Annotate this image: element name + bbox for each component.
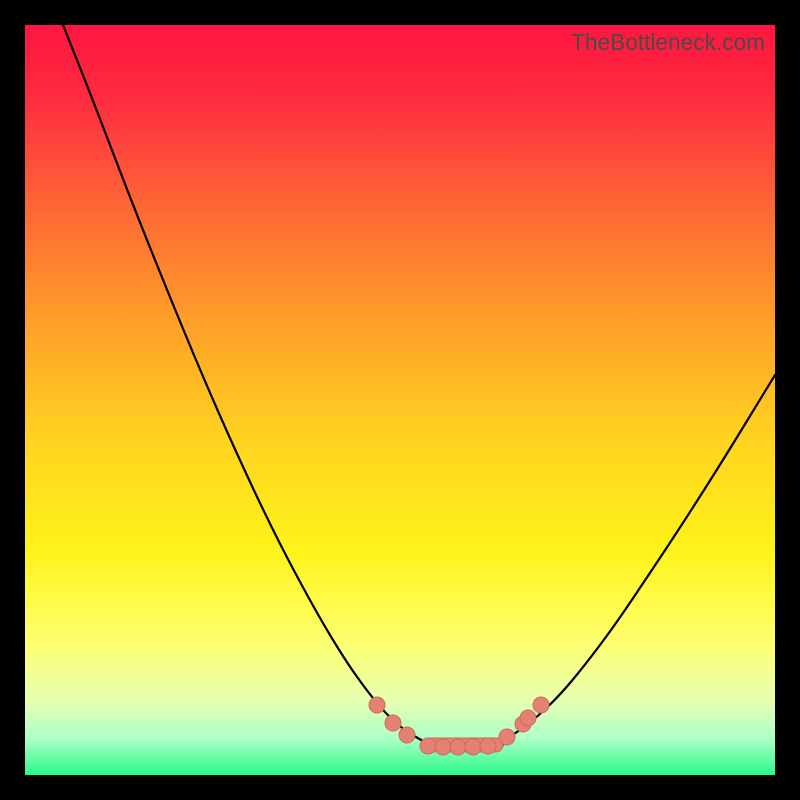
watermark-text: TheBottleneck.com [571,29,765,56]
marker-group [369,697,549,755]
marker-dot [499,729,515,745]
marker-dot [450,739,466,755]
curve-layer [25,25,775,775]
bottleneck-curve-left [63,25,423,741]
plot-area: TheBottleneck.com [25,25,775,775]
marker-dot [399,727,415,743]
marker-dot [420,738,436,754]
marker-dot [520,710,536,726]
marker-dot [465,739,481,755]
marker-dot [435,739,451,755]
marker-dot [533,697,549,713]
marker-dot [385,715,401,731]
marker-dot [480,738,496,754]
chart-container: TheBottleneck.com [0,0,800,800]
bottleneck-curve-right [503,375,775,741]
marker-dot [369,697,385,713]
